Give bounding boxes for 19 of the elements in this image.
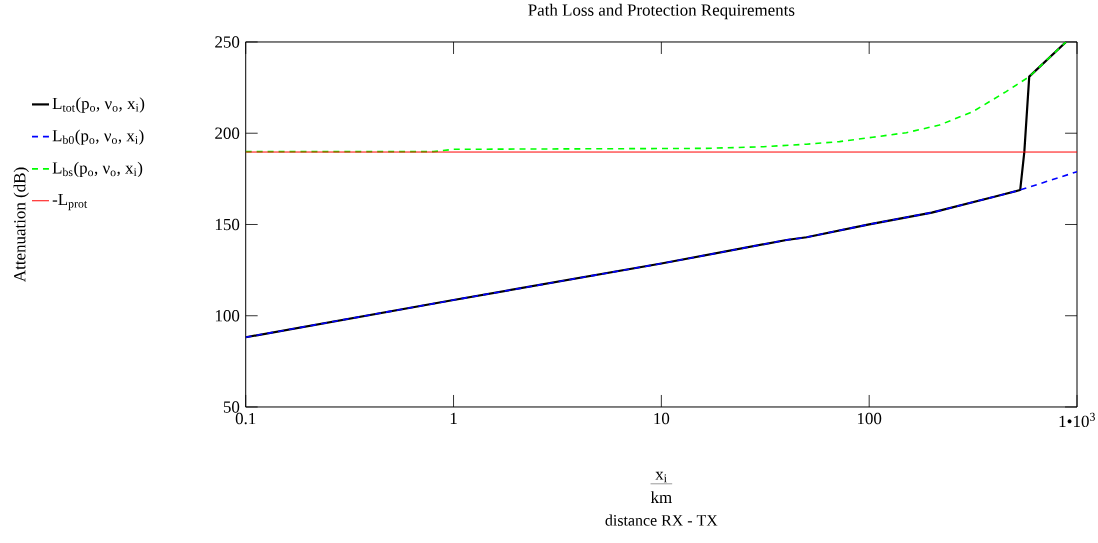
x-tick-label: 1 (450, 412, 457, 425)
text: L$_{b0}$(p$_{o}$, ν$_{o}$, x$_{i}$) (52, 129, 144, 145)
x-tick-label: 100 (857, 412, 882, 425)
x-tick-label: 10 (654, 412, 670, 425)
text: km (650, 491, 672, 503)
y-tick-label: 100 (215, 310, 240, 322)
text: L$_{tot}$(p$_{o}$, ν$_{o}$, x$_{i}$) (52, 97, 145, 113)
text: distance RX - TX (605, 514, 718, 526)
x-tick-label: 1•10$^{3}$ (1059, 412, 1095, 428)
y-tick-label: 200 (215, 127, 240, 139)
text: L$_{bs}$(p$_{o}$, ν$_{o}$, x$_{i}$) (52, 161, 143, 178)
y-tick-label: 50 (223, 401, 240, 413)
chart-title: Path Loss and Protection Requirements (528, 3, 795, 20)
text: Attenuation (dB) (13, 167, 29, 282)
text: x$_{i}$ (655, 471, 667, 483)
y-tick-label: 250 (215, 36, 240, 48)
x-tick-label: 0.1 (235, 412, 256, 425)
legend-label: -L$_{prot}$ (52, 193, 88, 211)
y-tick-label: 150 (215, 218, 240, 231)
